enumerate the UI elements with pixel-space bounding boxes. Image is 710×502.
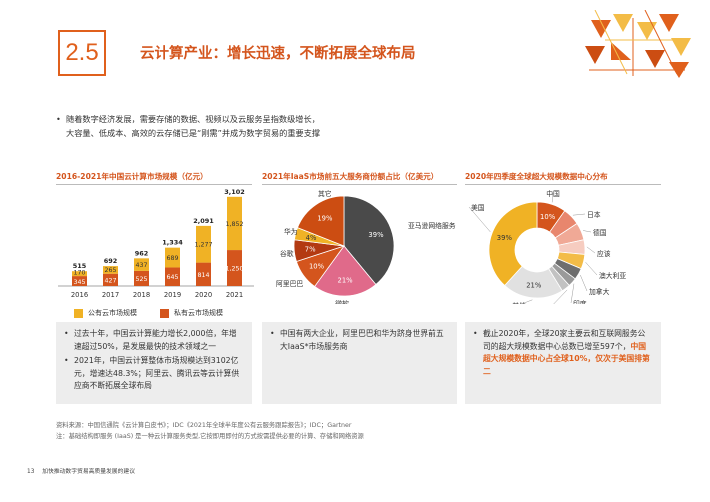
legend-public: 公有云市场规模 xyxy=(74,308,137,318)
data-label-private: 525 xyxy=(135,276,147,283)
donut-value-label: 21% xyxy=(526,281,542,289)
data-label-public: 1,277 xyxy=(194,242,212,249)
bullet-dot: • xyxy=(64,328,69,341)
panel1-note-1-text: 过去十年，中国云计算能力增长2,000倍，年增速超过50%，是发展最快的技术领域… xyxy=(74,329,237,351)
pie-value-label: 21% xyxy=(338,276,354,284)
legend-swatch-private xyxy=(160,309,169,318)
data-label-total: 515 xyxy=(73,262,87,270)
donut-category-label: 加拿大 xyxy=(589,287,610,296)
data-label-total: 692 xyxy=(104,257,118,265)
donut-category-label: 其他 xyxy=(512,301,526,304)
footer: 13 加快推动数字贸易高质量发展的建议 xyxy=(27,466,135,475)
data-label-total: 2,091 xyxy=(193,217,214,225)
page-number: 13 xyxy=(27,469,34,475)
donut-value-label: 39% xyxy=(497,234,513,242)
intro-bullet: • 随着数字经济发展，需要存储的数据、视频以及云服务呈指数级增长， 大容量、低成… xyxy=(56,112,456,140)
donut-leader-line xyxy=(580,275,587,291)
pie-category-label: 微软 xyxy=(335,299,349,304)
donut-value-label: 10% xyxy=(540,213,556,221)
pie-value-label: 39% xyxy=(368,231,384,239)
panel2-title: 2021年IaaS市场前五大服务商份额占比（亿美元） xyxy=(262,171,438,182)
data-label-private: 814 xyxy=(197,272,209,279)
intro-line-2: 大容量、低成本、高效的云存储已是“刚需”并成为数字贸易的重要支撑 xyxy=(56,126,456,140)
bullet-dot: • xyxy=(270,328,275,341)
pie-category-label: 阿里巴巴 xyxy=(276,279,303,288)
data-label-total: 962 xyxy=(135,249,149,257)
donut-leader-line xyxy=(573,214,585,215)
panel1-title: 2016-2021年中国云计算市场规模（亿元） xyxy=(56,171,208,182)
data-label-private: 345 xyxy=(73,279,85,286)
donut-category-label: 澳大利亚 xyxy=(599,271,626,280)
pie-category-label: 其它 xyxy=(318,189,332,198)
x-tick-label: 2018 xyxy=(133,291,150,299)
panel1-rule xyxy=(56,184,252,185)
data-label-public: 689 xyxy=(166,255,178,262)
donut-category-label: 德国 xyxy=(593,228,607,237)
x-tick-label: 2019 xyxy=(164,291,181,299)
footer-text: 加快推动数字贸易高质量发展的建议 xyxy=(42,469,135,475)
pie-category-label: 亚马逊网络服务 xyxy=(408,221,456,230)
source-line-1: 资料来源：中国信通院《云计算白皮书》；IDC《2021年全球半年度公有云服务跟踪… xyxy=(56,421,364,432)
donut-category-label: 应该 xyxy=(597,249,611,258)
panel1-note-2-text: 2021年，中国云计算整体市场规模达到3102亿元，增速达48.3%；阿里云、腾… xyxy=(74,356,239,390)
panel1-note-1: • 过去十年，中国云计算能力增长2,000倍，年增速超过50%，是发展最快的技术… xyxy=(64,328,244,353)
decorative-pattern xyxy=(585,10,697,80)
panel3-note-1-text: 截止2020年，全球20家主要云和互联网服务公司的超大规模数据中心总数已增至59… xyxy=(483,329,645,351)
legend-swatch-public xyxy=(74,309,83,318)
donut-leader-line xyxy=(585,262,597,275)
panel3-rule xyxy=(465,184,661,185)
bullet-dot: • xyxy=(473,328,478,341)
panel3-note-1: • 截止2020年，全球20家主要云和互联网服务公司的超大规模数据中心总数已增至… xyxy=(473,328,653,378)
section-number: 2.5 xyxy=(60,32,104,74)
donut-category-label: 印度 xyxy=(573,299,587,304)
panel3-title: 2020年四季度全球超大规模数据中心分布 xyxy=(465,171,608,182)
x-tick-label: 2016 xyxy=(71,291,88,299)
panel2-note-1-text: 中国有两大企业，阿里巴巴和华为跻身世界前五大IaaS*市场服务商 xyxy=(280,329,444,351)
panel2-note-1: • 中国有两大企业，阿里巴巴和华为跻身世界前五大IaaS*市场服务商 xyxy=(270,328,449,353)
sources: 资料来源：中国信通院《云计算白皮书》；IDC《2021年全球半年度公有云服务跟踪… xyxy=(56,421,364,442)
intro-line-1: 随着数字经济发展，需要存储的数据、视频以及云服务呈指数级增长， xyxy=(56,112,456,126)
panel2-rule xyxy=(262,184,457,185)
datacenter-donut-chart: 10%中国日本德国应该澳大利亚加拿大印度新加坡21%其他39%美国 xyxy=(465,186,665,304)
donut-category-label: 中国 xyxy=(546,189,560,198)
data-label-private: 645 xyxy=(166,274,178,281)
pie-value-label: 19% xyxy=(317,214,333,222)
pie-value-label: 7% xyxy=(305,246,316,254)
source-line-2: 注：基础结构即服务 (IaaS) 是一种云计算服务类型,它按即用即付的方式按需提… xyxy=(56,432,364,443)
bullet-dot: • xyxy=(64,355,69,368)
section-number-box: 2.5 xyxy=(58,30,106,76)
iaas-share-pie-chart: 39% 亚马逊网络服务 21% 微软 10% 阿里巴巴 7% 谷歌 4% 华为 19% 其它 xyxy=(262,186,462,304)
panel1-note-2: • 2021年，中国云计算整体市场规模达到3102亿元，增速达48.3%；阿里云… xyxy=(64,355,244,393)
data-label-public: 170 xyxy=(73,270,85,277)
pie-category-label: 华为 xyxy=(284,227,298,236)
data-label-public: 1,852 xyxy=(225,221,243,228)
data-label-total: 1,334 xyxy=(162,239,183,247)
x-tick-label: 2021 xyxy=(226,291,243,299)
donut-category-label: 日本 xyxy=(587,210,601,219)
legend-label-public: 公有云市场规模 xyxy=(88,308,137,318)
page-title: 云计算产业：增长迅速，不断拓展全球布局 xyxy=(140,42,416,63)
legend-private: 私有云市场规模 xyxy=(160,308,223,318)
data-label-total: 3,102 xyxy=(224,188,245,196)
x-tick-label: 2017 xyxy=(102,291,119,299)
pie-value-label: 10% xyxy=(309,262,325,270)
data-label-private: 427 xyxy=(104,277,116,284)
pie-category-label: 谷歌 xyxy=(280,249,294,258)
panel1-notes: • 过去十年，中国云计算能力增长2,000倍，年增速超过50%，是发展最快的技术… xyxy=(56,322,252,404)
panel2-notes: • 中国有两大企业，阿里巴巴和华为跻身世界前五大IaaS*市场服务商 xyxy=(262,322,457,404)
bullet-dot: • xyxy=(56,112,61,126)
market-size-bar-chart: 345 170515 2016 427 265 692 2017 525 437 962 2018 6… xyxy=(56,186,256,304)
donut-category-label: 美国 xyxy=(471,203,485,212)
donut-leader-line xyxy=(587,247,595,253)
pie-value-label: 4% xyxy=(306,234,317,242)
data-label-public: 437 xyxy=(135,262,147,269)
legend-label-private: 私有云市场规模 xyxy=(174,308,223,318)
x-tick-label: 2020 xyxy=(195,291,212,299)
donut-leader-line xyxy=(583,231,591,232)
data-label-public: 265 xyxy=(104,267,116,274)
panel3-notes: • 截止2020年，全球20家主要云和互联网服务公司的超大规模数据中心总数已增至… xyxy=(465,322,661,404)
data-label-private: 1,250 xyxy=(225,266,243,273)
